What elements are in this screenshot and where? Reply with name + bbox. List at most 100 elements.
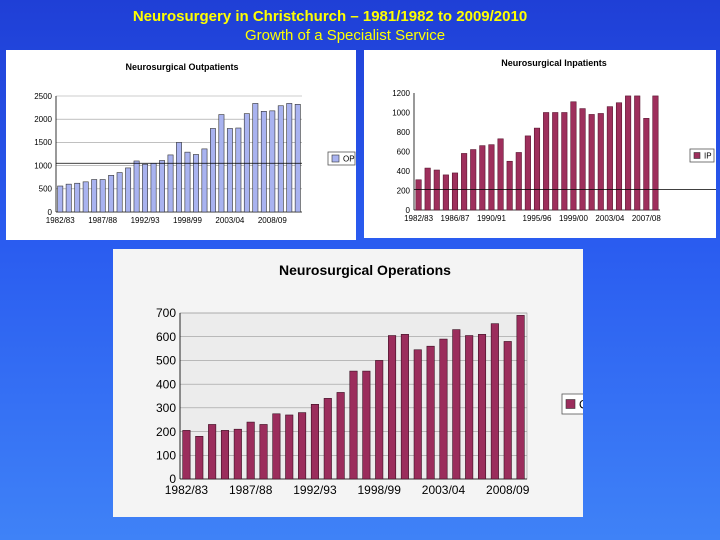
- inpatients-bar: [451, 172, 459, 211]
- inpatients-y-tick-label: 1200: [392, 89, 410, 98]
- inpatients-bar: [643, 118, 650, 211]
- outpatients-x-tick-label: 1987/88: [88, 216, 117, 225]
- outpatients-bar: [82, 181, 89, 213]
- operations-y-tick-label: 400: [156, 377, 176, 391]
- outpatients-bar: [294, 104, 301, 213]
- outpatients-bar: [99, 179, 106, 213]
- operations-x-tick-label: 2008/09: [486, 483, 530, 497]
- outpatients-x-tick-label: 2008/09: [258, 216, 287, 225]
- operations-bar: [439, 338, 448, 480]
- outpatients-bar: [193, 154, 199, 213]
- outpatients-bar: [116, 172, 123, 213]
- outpatients-bar: [243, 113, 250, 213]
- inpatients-bar: [615, 102, 623, 211]
- outpatients-y-tick-label: 1500: [34, 138, 52, 147]
- outpatients-bar: [269, 110, 276, 213]
- operations-x-tick-label: 1992/93: [293, 483, 337, 497]
- operations-bar: [259, 424, 268, 480]
- inpatients-chart-title: Neurosurgical Inpatients: [501, 58, 607, 68]
- outpatients-x-tick-label: 1992/93: [131, 216, 160, 225]
- outpatients-bar: [286, 103, 293, 213]
- operations-chart-panel: Neurosurgical Operations 0 100 200 300 400 500…: [113, 249, 583, 517]
- inpatients-y-tick-label: 400: [397, 167, 411, 176]
- inpatients-bar: [424, 167, 431, 211]
- inpatients-bar: [433, 169, 440, 211]
- outpatients-bar: [65, 183, 72, 213]
- outpatients-x-tick-label: 1982/83: [46, 216, 75, 225]
- outpatients-legend-swatch: [331, 154, 340, 163]
- inpatients-bar: [524, 135, 531, 211]
- inpatients-y-tick-label: 600: [397, 147, 411, 156]
- operations-x-tick-label: 1982/83: [165, 483, 209, 497]
- outpatients-bar: [176, 142, 182, 213]
- outpatients-x-tick-label: 1998/99: [173, 216, 202, 225]
- inpatients-bar: [442, 174, 449, 211]
- outpatients-y-tick-label: 2000: [34, 115, 52, 124]
- inpatients-bar: [506, 160, 513, 211]
- inpatients-bar: [461, 153, 468, 211]
- inpatients-x-tick-label: 1999/00: [559, 214, 588, 223]
- outpatients-bar: [184, 151, 191, 213]
- outpatients-y-tick-label: 2500: [34, 92, 52, 101]
- operations-y-tick-label: 100: [156, 448, 176, 462]
- outpatients-chart-title: Neurosurgical Outpatients: [125, 62, 238, 72]
- inpatients-bar: [579, 108, 586, 211]
- operations-bar: [503, 341, 512, 480]
- outpatients-y-tick-label: 0: [48, 208, 53, 217]
- inpatients-bar: [634, 95, 641, 211]
- operations-legend-label: Ops: [579, 397, 583, 411]
- inpatients-legend-swatch: [693, 152, 701, 159]
- operations-bar: [490, 323, 499, 480]
- outpatients-bar: [277, 105, 284, 213]
- inpatients-x-tick-label: 1995/96: [523, 214, 552, 223]
- inpatients-bar: [479, 145, 486, 211]
- outpatients-bar: [252, 103, 259, 213]
- operations-bar: [452, 329, 461, 480]
- operations-bar: [208, 424, 217, 480]
- outpatients-bar: [235, 127, 242, 213]
- inpatients-x-tick-label: 2003/04: [595, 214, 624, 223]
- inpatients-bar: [497, 138, 504, 211]
- operations-legend-swatch: [565, 399, 576, 409]
- operations-bar: [516, 315, 525, 480]
- operations-y-tick-label: 300: [156, 401, 176, 415]
- outpatients-bar: [91, 179, 98, 213]
- outpatients-bar: [226, 128, 233, 213]
- outpatients-y-tick-label: 1000: [34, 161, 52, 170]
- inpatients-x-tick-label: 2007/08: [632, 214, 661, 223]
- slide-title: Neurosurgery in Christchurch – 1981/1982…: [132, 8, 528, 25]
- operations-y-tick-label: 600: [156, 330, 176, 344]
- outpatients-x-tick-label: 2003/04: [215, 216, 244, 225]
- operations-x-tick-label: 1987/88: [229, 483, 273, 497]
- outpatients-bar: [57, 185, 64, 213]
- outpatients-bar: [133, 160, 140, 213]
- operations-bar: [426, 345, 435, 480]
- operations-bar: [465, 335, 474, 480]
- inpatients-bar: [415, 179, 422, 211]
- inpatients-bar: [597, 113, 604, 211]
- operations-bar: [323, 398, 332, 480]
- operations-bar: [362, 370, 371, 480]
- operations-chart: Neurosurgical Operations 0 100 200 300 400 500…: [156, 262, 583, 497]
- outpatients-chart-panel: Neurosurgical Outpatients 0 500 1000 1500 200…: [6, 50, 356, 240]
- inpatients-chart-panel: Neurosurgical Inpatients 0 200 400 600 800 100…: [364, 50, 716, 238]
- operations-bar: [336, 392, 345, 480]
- inpatients-bar: [552, 112, 559, 211]
- inpatients-bar: [652, 95, 659, 211]
- inpatients-bar: [570, 101, 577, 211]
- operations-bar: [298, 412, 307, 480]
- operations-bar: [285, 414, 294, 480]
- inpatients-legend-label: IP: [704, 151, 712, 160]
- outpatients-legend-label: OP: [343, 154, 355, 163]
- inpatients-bar: [533, 127, 541, 211]
- operations-y-tick-label: 500: [156, 354, 176, 368]
- operations-x-tick-label: 1998/99: [358, 483, 402, 497]
- outpatients-bar: [125, 167, 132, 213]
- outpatients-bar: [150, 162, 157, 213]
- outpatients-bar: [167, 154, 174, 213]
- inpatients-y-tick-label: 0: [406, 206, 411, 215]
- inpatients-x-tick-label: 1982/83: [404, 214, 433, 223]
- operations-bar: [388, 335, 397, 480]
- operations-bar: [195, 436, 204, 480]
- inpatients-bar: [488, 144, 495, 211]
